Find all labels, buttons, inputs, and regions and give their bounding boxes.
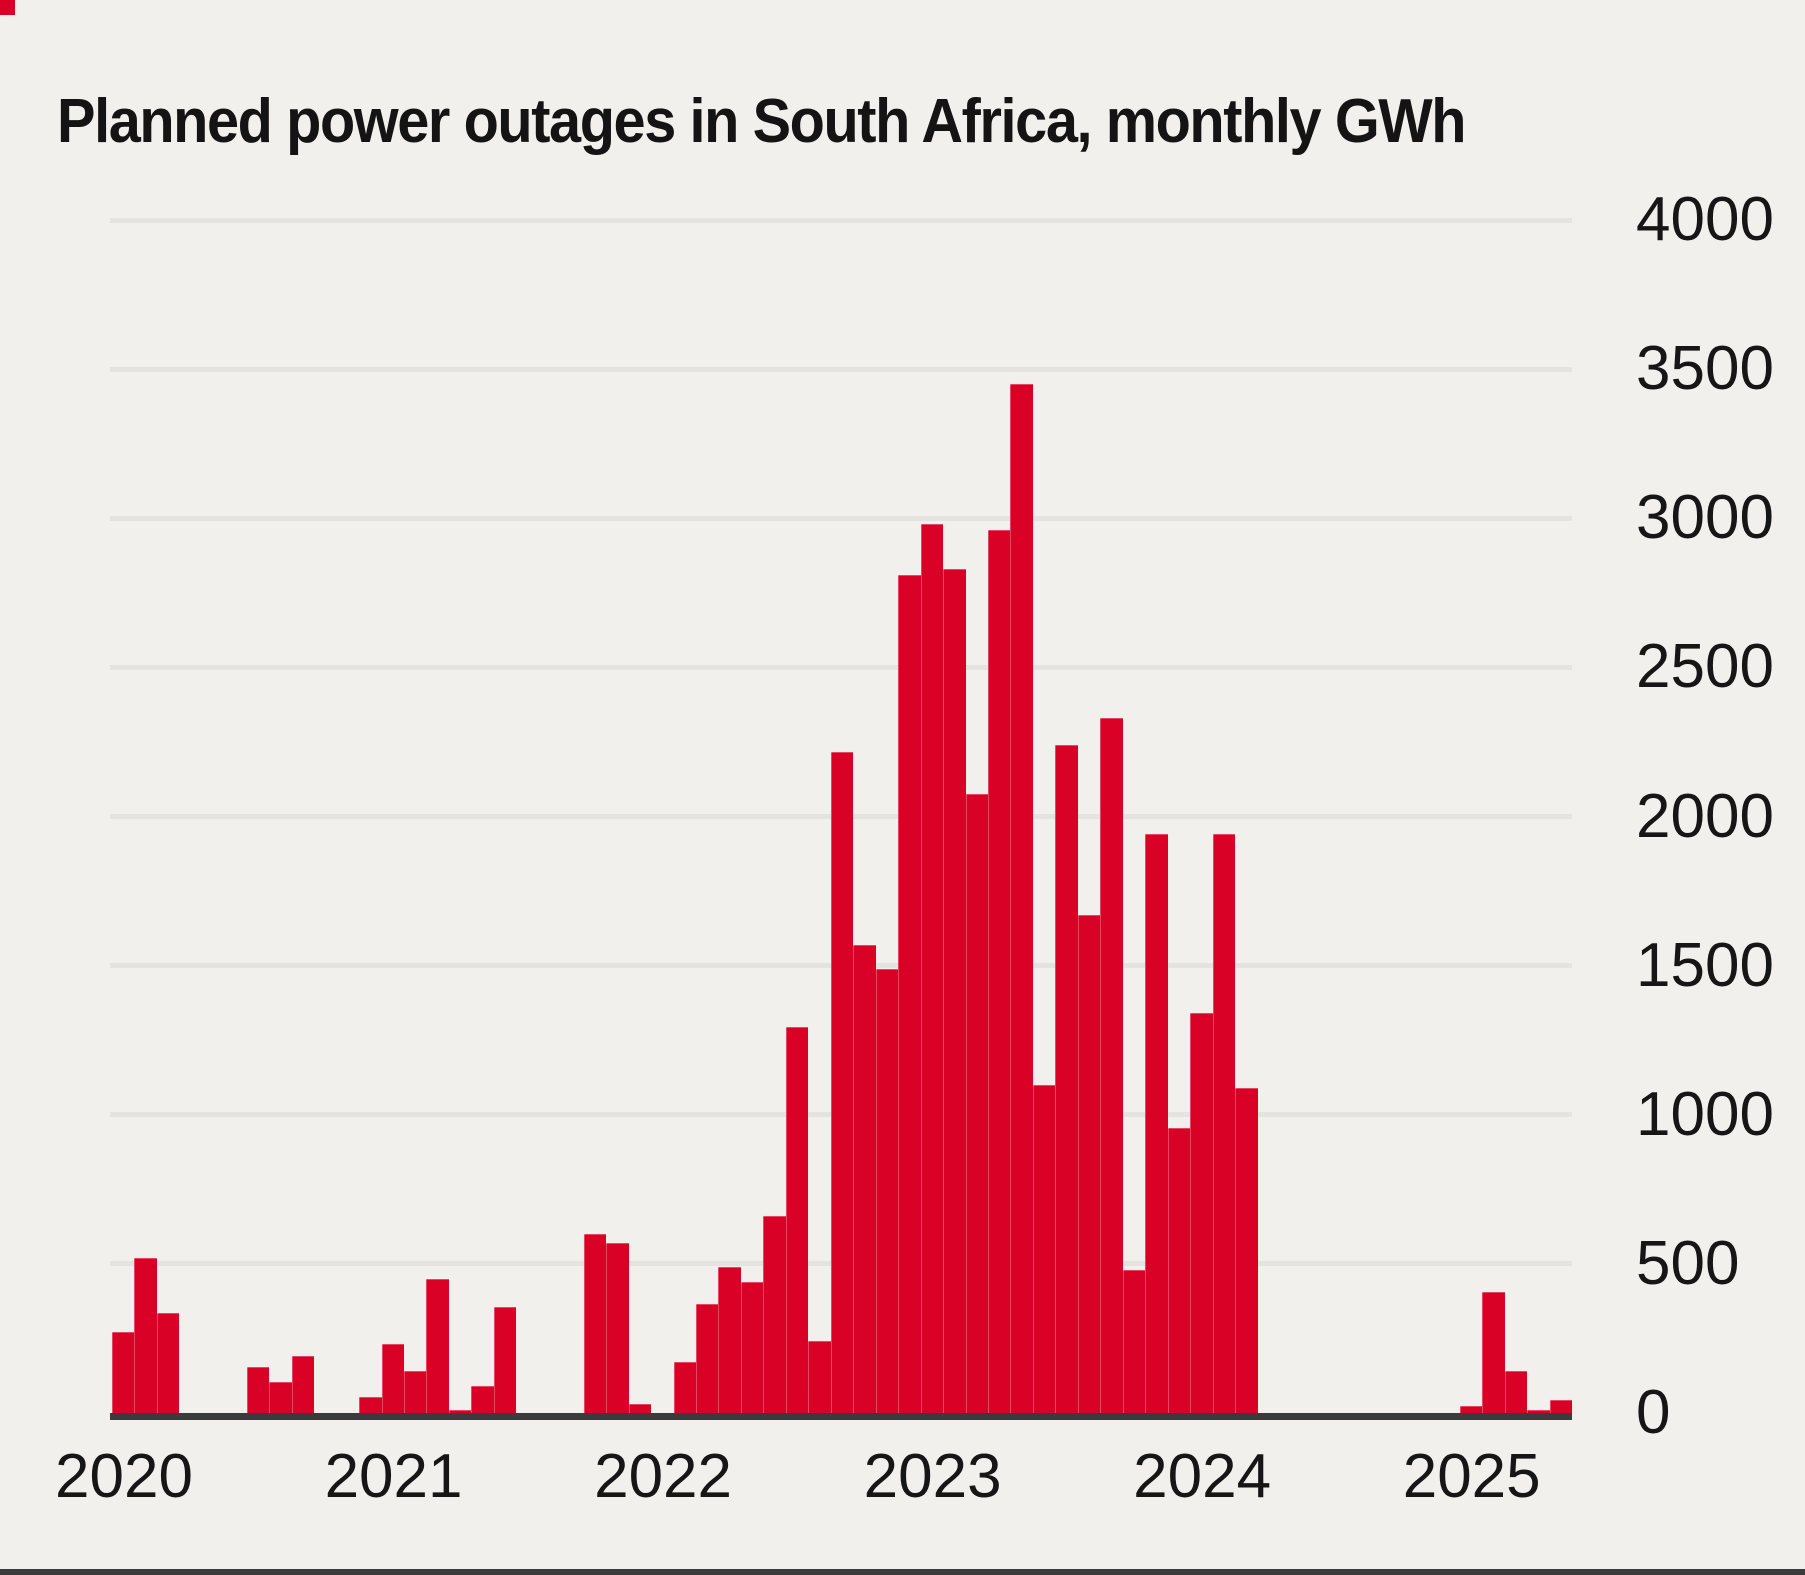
bar-2021-05 xyxy=(471,1386,494,1413)
bar-2023-08 xyxy=(1077,914,1101,1413)
gridline-2500 xyxy=(110,664,1572,670)
y-tick-label-3500: 3500 xyxy=(1636,334,1774,404)
bar-2020-12 xyxy=(359,1396,382,1413)
gridline-4000 xyxy=(110,217,1572,223)
gridline-3500 xyxy=(110,366,1572,372)
bar-2022-02 xyxy=(673,1362,696,1413)
bar-2022-03 xyxy=(696,1304,719,1413)
y-tick-label-0: 0 xyxy=(1636,1378,1671,1447)
bar-2023-01 xyxy=(920,524,944,1413)
y-tick-label-1000: 1000 xyxy=(1636,1079,1774,1149)
bar-2021-11 xyxy=(606,1242,629,1413)
bar-2021-04 xyxy=(448,1410,472,1413)
bar-2024-03 xyxy=(1235,1087,1258,1413)
bar-2022-08 xyxy=(808,1341,831,1413)
x-tick-label-2024: 2024 xyxy=(1133,1442,1272,1511)
bar-2022-10 xyxy=(853,944,876,1413)
corner-mark xyxy=(0,0,15,15)
x-tick-label-2023: 2023 xyxy=(863,1442,1002,1511)
bar-2021-12 xyxy=(628,1404,652,1413)
bar-2023-04 xyxy=(988,530,1011,1413)
bar-2025-05 xyxy=(1549,1399,1572,1413)
bar-2025-04 xyxy=(1527,1410,1550,1413)
bar-2020-08 xyxy=(269,1381,292,1413)
y-tick-label-2500: 2500 xyxy=(1636,632,1774,702)
bar-2021-10 xyxy=(583,1234,607,1413)
bar-2023-05 xyxy=(1010,384,1033,1413)
bar-2023-07 xyxy=(1055,744,1078,1413)
bar-2025-03 xyxy=(1504,1371,1528,1413)
bar-2021-01 xyxy=(381,1344,404,1413)
x-axis-line xyxy=(110,1413,1572,1420)
bar-2023-02 xyxy=(943,568,966,1413)
bar-2022-05 xyxy=(740,1281,764,1413)
bar-2022-09 xyxy=(830,752,854,1413)
gridline-3000 xyxy=(110,515,1572,521)
bar-2023-09 xyxy=(1100,718,1123,1413)
y-tick-label-500: 500 xyxy=(1636,1228,1740,1298)
bar-2023-11 xyxy=(1145,834,1168,1413)
y-tick-label-3000: 3000 xyxy=(1636,483,1774,553)
bar-2022-11 xyxy=(875,968,899,1413)
bar-2020-07 xyxy=(246,1366,270,1413)
bottom-rule xyxy=(0,1569,1805,1575)
bar-2023-12 xyxy=(1167,1128,1191,1413)
bar-2024-01 xyxy=(1190,1013,1213,1413)
y-tick-label-1500: 1500 xyxy=(1636,930,1774,1000)
bar-2023-03 xyxy=(965,794,988,1413)
x-tick-label-2020: 2020 xyxy=(55,1442,193,1511)
bar-2022-04 xyxy=(718,1266,741,1413)
x-tick-label-2021: 2021 xyxy=(324,1442,463,1511)
bar-2020-09 xyxy=(291,1356,315,1413)
y-tick-label-4000: 4000 xyxy=(1636,185,1774,254)
bar-2022-12 xyxy=(898,574,921,1413)
bar-2023-06 xyxy=(1032,1084,1056,1413)
bar-2022-07 xyxy=(785,1026,809,1413)
bar-2021-06 xyxy=(493,1307,517,1413)
chart-title: Planned power outages in South Africa, m… xyxy=(57,86,1467,156)
bar-2021-02 xyxy=(404,1371,427,1413)
bar-2022-06 xyxy=(763,1216,786,1413)
y-tick-label-2000: 2000 xyxy=(1636,781,1774,851)
x-tick-label-2025: 2025 xyxy=(1402,1442,1541,1511)
bar-2025-01 xyxy=(1459,1405,1483,1413)
x-tick-label-2022: 2022 xyxy=(594,1442,733,1511)
bar-2020-03 xyxy=(156,1313,180,1413)
bar-2020-02 xyxy=(134,1257,157,1413)
bar-2021-03 xyxy=(426,1278,449,1413)
bar-2024-02 xyxy=(1212,834,1236,1413)
bar-2025-02 xyxy=(1482,1292,1505,1413)
bar-2023-10 xyxy=(1122,1269,1146,1413)
bar-2020-01 xyxy=(112,1332,135,1413)
